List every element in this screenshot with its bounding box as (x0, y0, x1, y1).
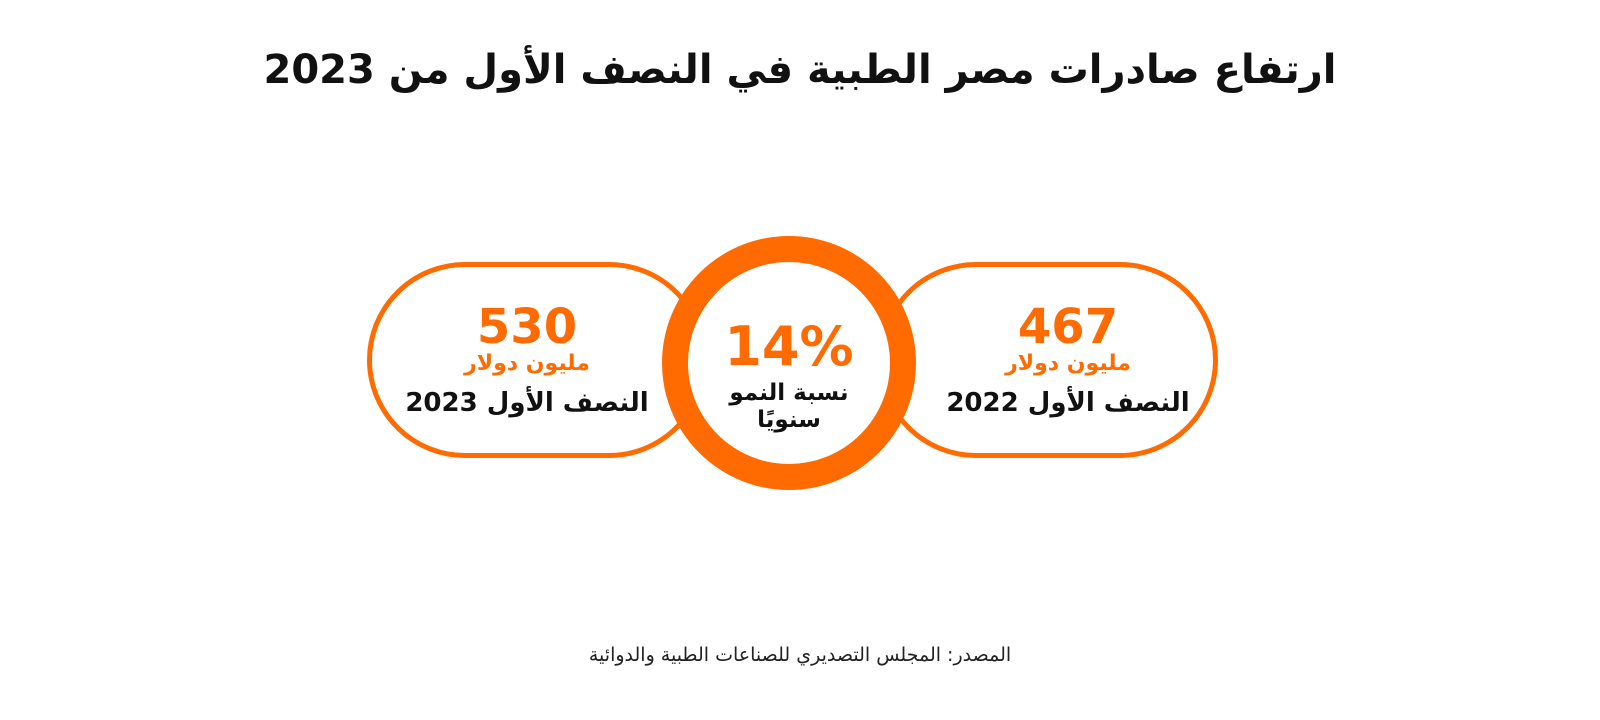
h1-2023-card-content: 530 مليون دولار النصف الأول 2023 (362, 301, 692, 421)
h1-2022-unit: مليون دولار (1005, 351, 1131, 376)
growth-percent: 14% (724, 315, 854, 378)
h1-2023-value: 530 (476, 299, 578, 355)
h1-2022-period: النصف الأول 2022 (946, 388, 1190, 418)
h1-2022-card: 467 مليون دولار النصف الأول 2022 (878, 262, 1218, 458)
h1-2023-card: 530 مليون دولار النصف الأول 2023 (367, 262, 707, 458)
h1-2023-period: النصف الأول 2023 (405, 388, 649, 418)
h1-2023-unit: مليون دولار (464, 351, 590, 376)
h1-2022-value: 467 (1017, 299, 1119, 355)
infographic-title: ارتفاع صادرات مصر الطبية في النصف الأول … (263, 47, 1337, 93)
source-note: المصدر: المجلس التصديري للصناعات الطبية … (588, 644, 1012, 666)
h1-2022-card-content: 467 مليون دولار النصف الأول 2022 (903, 301, 1233, 421)
growth-ring-content: 14% نسبة النمو سنويًا (688, 318, 890, 434)
growth-ring: 14% نسبة النمو سنويًا (662, 236, 916, 490)
growth-label: نسبة النمو سنويًا (729, 380, 849, 433)
